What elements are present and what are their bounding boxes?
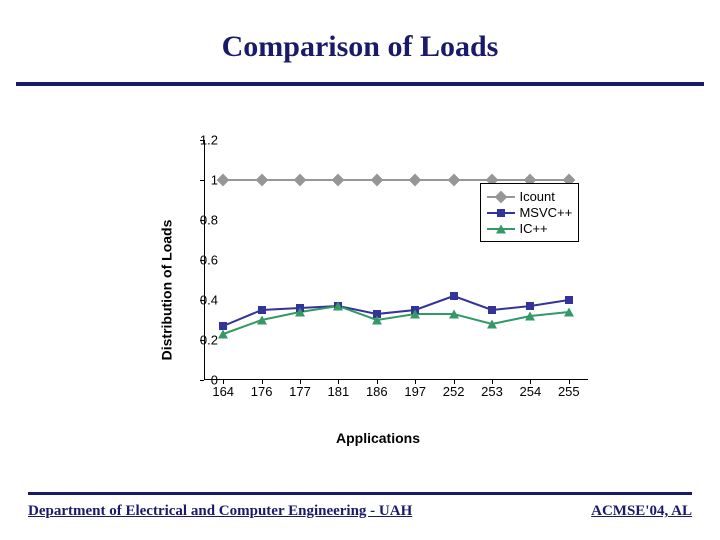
x-tick-mark <box>262 380 263 384</box>
y-tick-mark <box>200 340 204 341</box>
data-marker <box>410 310 420 319</box>
legend-item: MSVC++ <box>487 205 572 220</box>
data-marker <box>450 292 458 300</box>
y-tick-mark <box>200 260 204 261</box>
x-tick-label: 177 <box>289 384 311 399</box>
footer-left: Department of Electrical and Computer En… <box>28 503 412 520</box>
x-tick-label: 164 <box>212 384 234 399</box>
data-marker <box>488 306 496 314</box>
footer: Department of Electrical and Computer En… <box>0 492 720 520</box>
x-tick-label: 176 <box>251 384 273 399</box>
title-rule <box>16 82 704 86</box>
x-tick-label: 254 <box>520 384 542 399</box>
x-tick-mark <box>454 380 455 384</box>
x-tick-label: 181 <box>328 384 350 399</box>
x-tick-label: 253 <box>481 384 503 399</box>
x-tick-mark <box>492 380 493 384</box>
y-axis-label: Distribution of Loads <box>158 220 174 361</box>
legend-label: MSVC++ <box>519 205 572 220</box>
x-tick-mark <box>377 380 378 384</box>
data-marker <box>333 302 343 311</box>
data-marker <box>565 296 573 304</box>
legend-swatch <box>487 222 515 236</box>
x-tick-mark <box>415 380 416 384</box>
series-line <box>223 296 569 326</box>
data-marker <box>372 316 382 325</box>
data-marker <box>257 316 267 325</box>
data-marker <box>525 312 535 321</box>
y-tick-mark <box>200 300 204 301</box>
x-tick-mark <box>223 380 224 384</box>
legend-label: IC++ <box>519 221 547 236</box>
x-tick-label: 252 <box>443 384 465 399</box>
legend: IcountMSVC++IC++ <box>480 183 579 242</box>
x-tick-label: 197 <box>404 384 426 399</box>
y-tick-mark <box>200 140 204 141</box>
x-tick-mark <box>338 380 339 384</box>
footer-right: ACMSE'04, AL <box>591 503 692 520</box>
data-marker <box>487 320 497 329</box>
x-tick-mark <box>300 380 301 384</box>
x-tick-label: 255 <box>558 384 580 399</box>
y-tick-mark <box>200 380 204 381</box>
data-marker <box>258 306 266 314</box>
data-marker <box>218 330 228 339</box>
legend-label: Icount <box>519 189 554 204</box>
footer-rule <box>28 492 692 495</box>
chart: Distribution of Loads Applications 00.20… <box>148 130 608 450</box>
x-tick-mark <box>530 380 531 384</box>
data-marker <box>295 308 305 317</box>
legend-item: IC++ <box>487 221 572 236</box>
y-tick-mark <box>200 220 204 221</box>
x-axis-label: Applications <box>148 430 608 446</box>
legend-item: Icount <box>487 189 572 204</box>
page-title: Comparison of Loads <box>0 30 720 64</box>
x-tick-label: 186 <box>366 384 388 399</box>
legend-swatch <box>487 206 515 220</box>
data-marker <box>564 308 574 317</box>
legend-swatch <box>487 190 515 204</box>
data-marker <box>449 310 459 319</box>
x-tick-mark <box>569 380 570 384</box>
data-marker <box>526 302 534 310</box>
y-tick-mark <box>200 180 204 181</box>
